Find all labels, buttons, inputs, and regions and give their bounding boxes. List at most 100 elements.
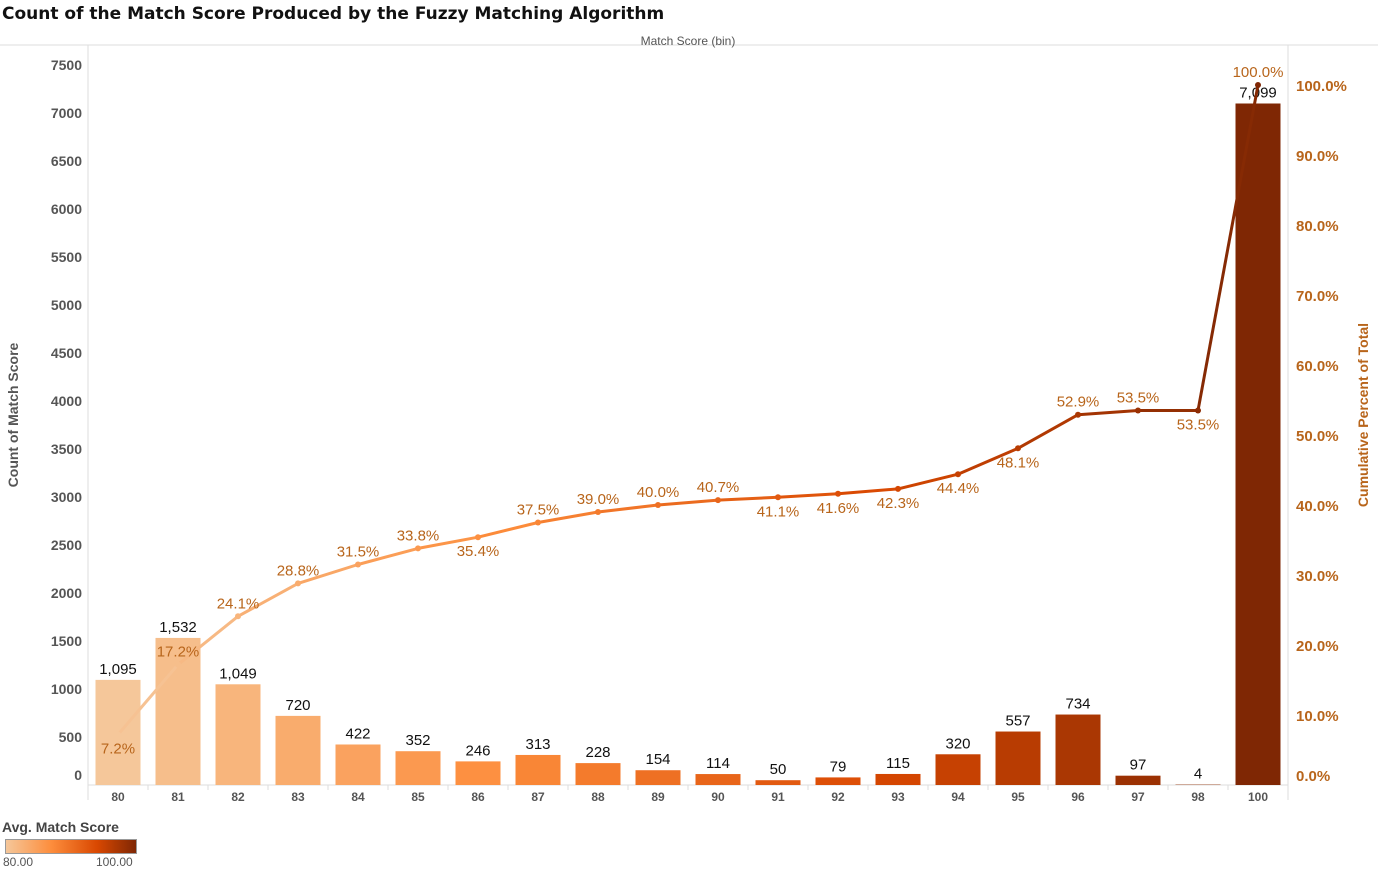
bar: [215, 684, 261, 785]
cumulative-label: 35.4%: [457, 543, 500, 560]
y2-tick-label: 60.0%: [1296, 358, 1339, 375]
cumulative-label: 7.2%: [101, 741, 135, 758]
y-tick-label: 4500: [51, 345, 82, 361]
y2-tick-label: 30.0%: [1296, 568, 1339, 585]
y-tick-label: 7000: [51, 105, 82, 121]
x-tick-label: 94: [951, 790, 965, 804]
bar: [275, 715, 321, 785]
y2-tick-label: 20.0%: [1296, 638, 1339, 655]
bar-value-label: 4: [1194, 766, 1202, 783]
x-tick-label: 89: [651, 790, 665, 804]
bar: [575, 763, 621, 785]
cumulative-point: [595, 509, 601, 515]
cumulative-point: [1255, 82, 1261, 88]
cumulative-label: 28.8%: [277, 562, 320, 579]
cumulative-line-segment: [297, 563, 359, 585]
x-tick-label: 82: [231, 790, 245, 804]
cumulative-label: 39.0%: [577, 491, 620, 508]
bar-value-label: 734: [1065, 696, 1090, 713]
bar: [935, 754, 981, 785]
x-tick-label: 90: [711, 790, 725, 804]
bar-value-label: 720: [285, 697, 310, 714]
legend-title: Avg. Match Score: [2, 819, 119, 835]
y2-tick-label: 80.0%: [1296, 218, 1339, 235]
x-tick-label: 95: [1011, 790, 1025, 804]
bar: [395, 751, 441, 785]
cumulative-point: [115, 731, 121, 738]
color-legend-bar: [5, 839, 137, 854]
bar-value-label: 1,095: [99, 661, 137, 678]
cumulative-line-segment: [357, 546, 419, 566]
bar: [635, 770, 681, 785]
bar: [815, 777, 861, 785]
bar: [515, 754, 561, 785]
y2-tick-label: 50.0%: [1296, 428, 1339, 445]
bar: [995, 731, 1041, 785]
bar-value-label: 1,532: [159, 619, 197, 636]
y-tick-label: 4000: [51, 393, 82, 409]
cumulative-line-segment: [897, 472, 959, 491]
cumulative-point: [535, 519, 541, 526]
y-tick-label: 0: [74, 767, 82, 783]
x-tick-label: 87: [531, 790, 545, 804]
cumulative-label: 37.5%: [517, 502, 560, 519]
bar-value-label: 320: [945, 735, 970, 752]
y-tick-label: 500: [59, 729, 83, 745]
cumulative-line-segment: [417, 535, 479, 550]
bar: [335, 744, 381, 785]
y-tick-label: 6000: [51, 201, 82, 217]
bar-value-label: 115: [886, 755, 910, 772]
cumulative-point: [295, 580, 301, 587]
cumulative-line-segment: [837, 487, 899, 496]
cumulative-line-segment: [957, 446, 1019, 476]
bar: [1235, 103, 1281, 786]
cumulative-point: [175, 661, 181, 668]
cumulative-label: 48.1%: [997, 454, 1040, 471]
y-tick-label: 2000: [51, 585, 82, 601]
cumulative-line-segment: [1017, 413, 1079, 450]
cumulative-label: 100.0%: [1233, 64, 1284, 81]
cumulative-line-segment: [597, 503, 659, 514]
bar: [755, 780, 801, 785]
y-axis-label: Count of Match Score: [5, 342, 21, 487]
x-tick-label: 86: [471, 790, 485, 804]
bar-value-label: 557: [1005, 713, 1030, 730]
top-axis-label: Match Score (bin): [641, 34, 736, 48]
y2-tick-label: 90.0%: [1296, 148, 1339, 165]
x-tick-label: 97: [1131, 790, 1145, 804]
bar: [1115, 775, 1161, 785]
cumulative-line-segment: [717, 495, 779, 502]
x-tick-label: 93: [891, 790, 905, 804]
y-tick-label: 5500: [51, 249, 82, 265]
x-tick-label: 80: [111, 790, 125, 804]
cumulative-point: [355, 561, 361, 568]
cumulative-label: 42.3%: [877, 495, 920, 512]
y2-tick-label: 100.0%: [1296, 78, 1347, 95]
cumulative-line-segment: [1196, 84, 1260, 411]
x-tick-label: 91: [771, 790, 785, 804]
cumulative-label: 24.1%: [217, 595, 260, 612]
cumulative-label: 40.0%: [637, 484, 680, 501]
x-tick-label: 83: [291, 790, 305, 804]
cumulative-label: 53.5%: [1177, 417, 1220, 434]
cumulative-line-segment: [1077, 409, 1139, 417]
bar-value-label: 422: [345, 725, 370, 742]
y2-tick-label: 10.0%: [1296, 708, 1339, 725]
cumulative-label: 17.2%: [157, 644, 200, 661]
cumulative-point: [475, 534, 481, 541]
cumulative-label: 41.1%: [757, 503, 800, 520]
cumulative-line-segment: [537, 510, 599, 524]
chart-title: Count of the Match Score Produced by the…: [2, 4, 665, 24]
x-tick-label: 85: [411, 790, 425, 804]
cumulative-point: [1015, 445, 1021, 452]
y-tick-label: 6500: [51, 153, 82, 169]
x-tick-label: 81: [171, 790, 185, 804]
bar-value-label: 97: [1130, 757, 1147, 774]
cumulative-point: [895, 485, 901, 492]
cumulative-label: 31.5%: [337, 544, 380, 561]
cumulative-line-segment: [237, 582, 299, 618]
y-tick-label: 3500: [51, 441, 82, 457]
x-tick-label: 98: [1191, 790, 1205, 804]
